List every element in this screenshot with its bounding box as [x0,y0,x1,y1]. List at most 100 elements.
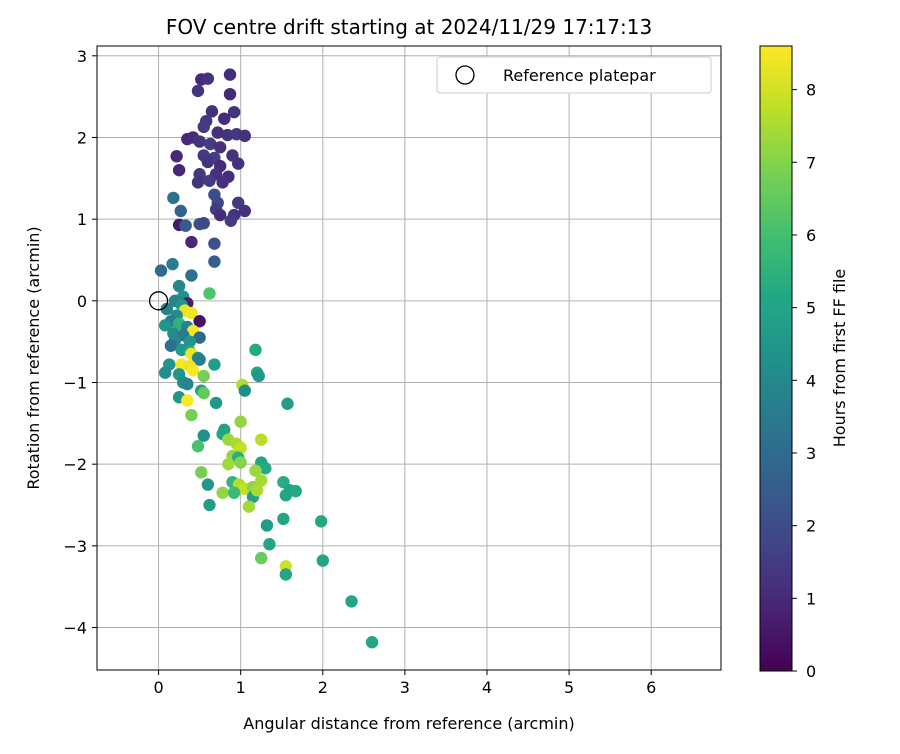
data-point [185,306,198,320]
data-point [191,84,205,98]
colorbar-tick-label: 7 [806,153,816,172]
y-tick-label: −4 [63,619,87,638]
data-point [316,554,329,567]
grid [97,46,721,670]
data-point [250,484,264,497]
data-point [174,204,187,218]
data-point [183,335,196,348]
data-point [185,235,198,249]
y-tick-label: 1 [77,210,87,229]
data-point [193,331,206,344]
data-point [172,279,186,293]
data-point [193,353,206,366]
data-point [234,441,247,455]
data-point [208,358,221,371]
colorbar-gradient [759,45,793,672]
data-point [227,105,241,119]
x-tick-label: 3 [400,678,410,697]
data-point [345,595,358,608]
data-point [223,87,237,101]
data-point [185,408,198,422]
x-axis-label: Angular distance from reference (arcmin) [243,714,574,733]
data-point [208,237,221,250]
data-point [158,366,172,379]
x-tick-label: 4 [482,678,492,697]
plot-frame [96,45,722,671]
data-point [154,264,168,277]
y-tick-label: −3 [63,537,87,556]
data-point [201,155,215,169]
data-point [186,364,200,377]
x-axis: 0 1 2 3 4 5 6 [153,670,656,697]
y-axis: −4 −3 −2 −1 0 1 2 3 [63,47,97,638]
data-point [160,302,173,316]
data-point [222,457,235,471]
colorbar-tick-label: 8 [806,81,816,100]
data-point [164,339,178,352]
data-point [185,269,198,282]
x-tick-label: 5 [564,678,574,697]
data-point [259,462,272,475]
data-point [197,386,210,400]
data-point [242,500,256,513]
data-point [193,135,206,148]
legend-box [436,56,712,94]
data-point [289,484,302,498]
data-point [279,568,293,581]
data-point [201,478,215,491]
data-point [234,415,247,428]
data-point [158,319,172,332]
colorbar-label: Hours from first FF file [830,269,849,448]
data-point [221,128,234,142]
x-tick-label: 6 [646,678,656,697]
data-point [205,105,219,118]
data-point [209,396,223,410]
reference-layer [148,291,169,311]
colorbar-ticks: 0 1 2 3 4 5 6 7 8 [792,81,816,681]
data-point [227,486,241,499]
data-point [249,343,262,357]
data-point [181,394,194,407]
data-point [213,208,227,222]
reference-platepar-marker [148,291,169,311]
data-point [203,287,216,300]
data-point [204,137,217,151]
data-point [197,217,210,230]
y-tick-label: −1 [63,374,87,393]
data-point [365,636,379,649]
data-point [191,176,205,189]
data-point [201,72,215,85]
data-point [223,68,237,81]
data-point [193,315,206,328]
data-point [260,519,274,532]
data-point [255,474,268,487]
data-point [211,126,224,139]
colorbar-tick-label: 0 [806,662,816,681]
data-point [255,551,268,565]
data-point [208,255,221,268]
data-point [197,120,210,134]
data-points [154,68,379,649]
data-point [232,157,245,170]
data-point [167,191,180,205]
data-point [181,377,194,391]
data-point [224,214,238,227]
data-point [203,174,216,187]
data-point [314,515,328,528]
data-point [218,112,231,125]
data-point [238,129,251,143]
colorbar-tick-label: 5 [806,299,816,318]
colorbar-tick-label: 3 [806,444,816,463]
data-point [249,464,262,477]
colorbar-tick-label: 2 [806,517,816,536]
y-tick-label: 3 [77,47,87,66]
data-point [255,433,268,446]
data-point [179,219,192,232]
colorbar: 0 1 2 3 4 5 6 7 8 Hours from first FF file [759,45,849,681]
data-point [281,397,294,410]
data-point [213,141,227,154]
y-tick-label: 2 [77,128,87,147]
data-point [191,440,205,453]
